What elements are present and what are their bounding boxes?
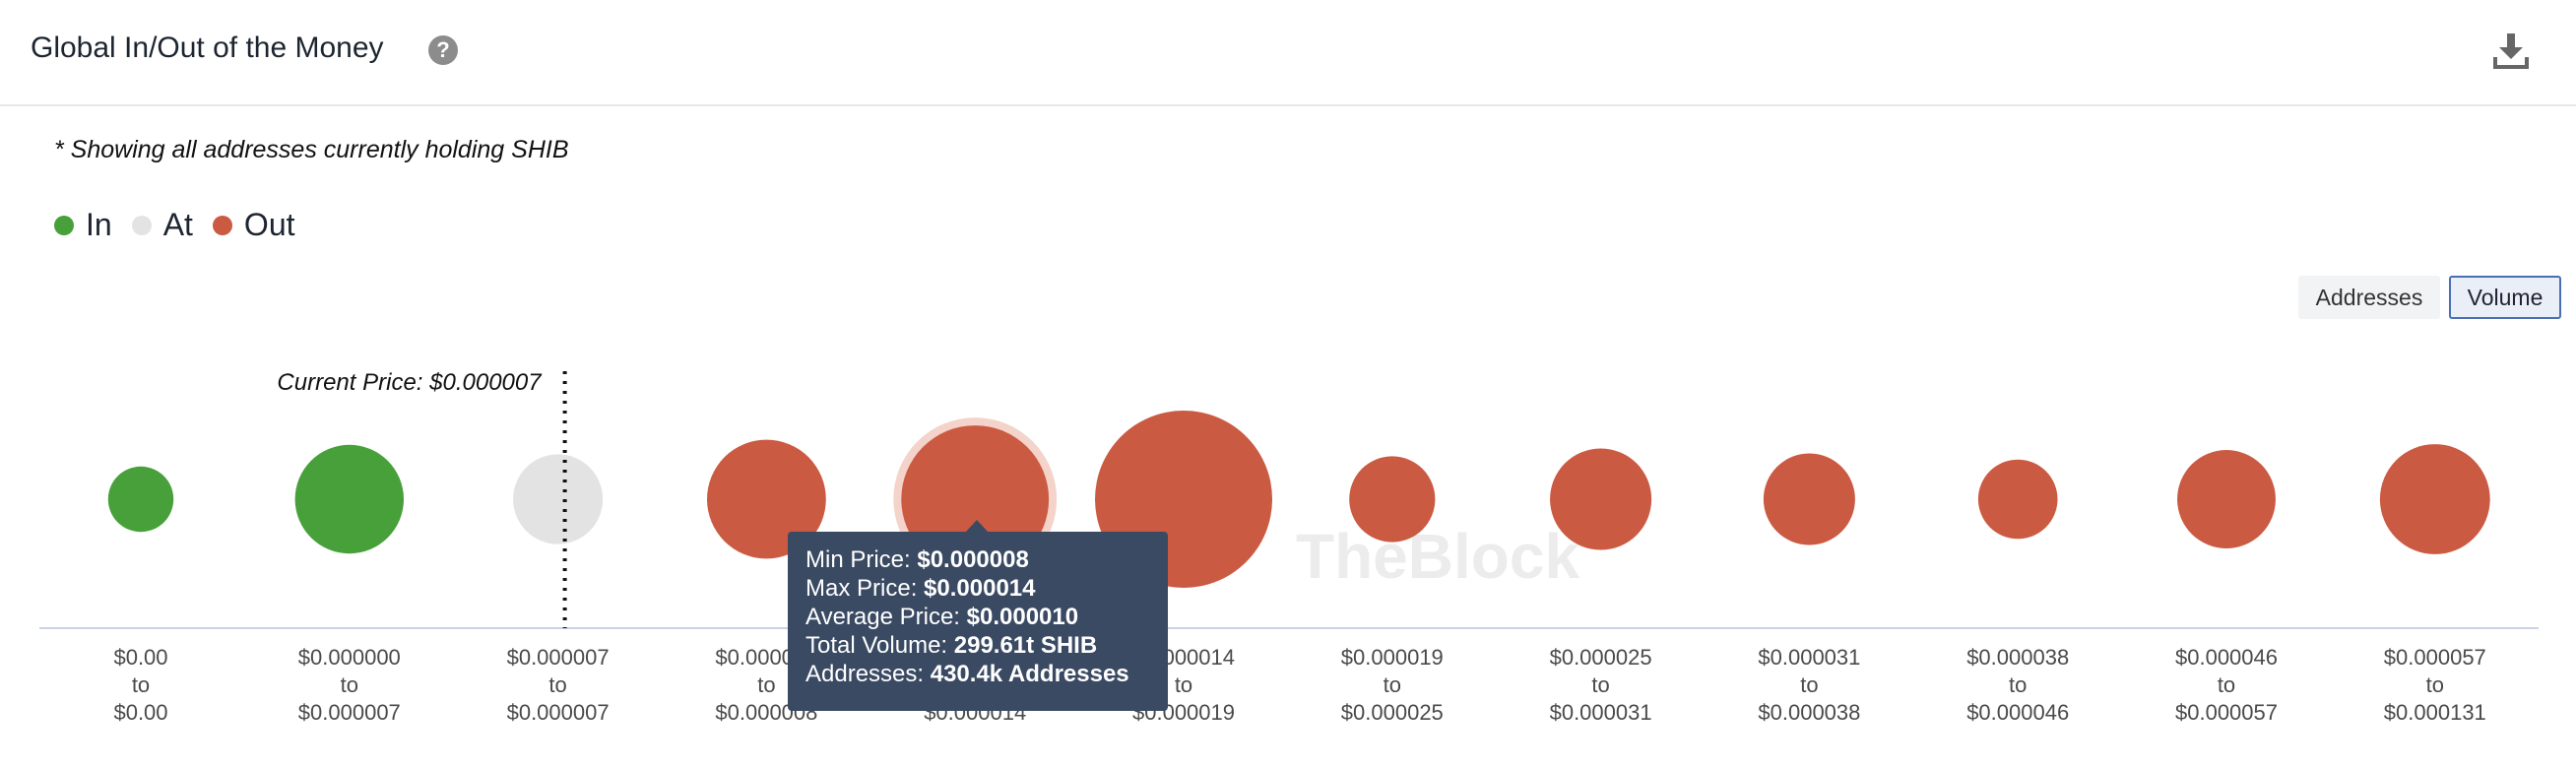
tick-label-1-sep: to (132, 672, 150, 697)
tick-label-7-from: $0.000019 (1341, 645, 1444, 670)
tooltip-row-value: $0.000008 (917, 546, 1029, 573)
tick-label-2-sep: to (341, 672, 358, 697)
tick-label-4-sep: to (757, 672, 775, 697)
tick-label-8-sep: to (1591, 672, 1609, 697)
tick-label-9-sep: to (1800, 672, 1818, 697)
tooltip-row-label: Average Price: (805, 604, 967, 630)
holding-note: * Showing all addresses currently holdin… (54, 136, 569, 163)
page-title: Global In/Out of the Money (31, 32, 384, 64)
tick-label-11-sep: to (2218, 672, 2235, 697)
tooltip-row: Total Volume: 299.61t SHIB (805, 631, 1168, 660)
bubble-7[interactable] (1349, 456, 1436, 543)
legend-in-label: In (86, 207, 112, 242)
tick-label-1-to: $0.00 (113, 700, 167, 725)
tick-label-10-sep: to (2009, 672, 2027, 697)
bubble-12[interactable] (2379, 444, 2490, 554)
bubble-11[interactable] (2177, 450, 2276, 548)
volume-toggle-button[interactable]: Volume (2449, 276, 2561, 319)
tick-label-12-sep: to (2426, 672, 2444, 697)
tick-label-10-from: $0.000038 (1966, 645, 2069, 670)
addresses-toggle-button[interactable]: Addresses (2298, 276, 2440, 319)
current-price-label: Current Price: $0.000007 (277, 369, 543, 396)
legend: In At Out (54, 207, 315, 243)
tick-label-6-sep: to (1175, 672, 1192, 697)
tooltip-row: Average Price: $0.000010 (805, 603, 1168, 631)
legend-item-out[interactable]: Out (212, 207, 295, 243)
tick-label-11-to: $0.000057 (2175, 700, 2278, 725)
legend-at-dot (131, 215, 152, 235)
download-icon[interactable] (2493, 32, 2529, 71)
tick-label-7-to: $0.000025 (1341, 700, 1444, 725)
legend-item-at[interactable]: At (131, 207, 193, 243)
tooltip-row-value: 299.61t SHIB (953, 632, 1098, 659)
tick-label-7-sep: to (1384, 672, 1401, 697)
bubble-10[interactable] (1977, 459, 2058, 540)
tooltip-row: Max Price: $0.000014 (805, 574, 1168, 603)
tick-label-11-from: $0.000046 (2175, 645, 2278, 670)
legend-item-in[interactable]: In (54, 207, 112, 243)
tooltip-row-label: Addresses: (805, 661, 931, 687)
tick-label-3-to: $0.000007 (507, 700, 610, 725)
tick-label-3-sep: to (548, 672, 566, 697)
tooltip-row-value: 430.4k Addresses (930, 661, 1129, 687)
tick-label-1-from: $0.00 (113, 645, 167, 670)
tick-label-12-from: $0.000057 (2384, 645, 2486, 670)
bubble-4[interactable] (707, 439, 826, 559)
tick-label-9-from: $0.000031 (1758, 645, 1860, 670)
legend-out-label: Out (243, 207, 295, 242)
tooltip-row: Min Price: $0.000008 (805, 545, 1168, 574)
bubble-8[interactable] (1550, 448, 1652, 550)
bubble-1[interactable] (107, 466, 174, 533)
tooltip-row-value: $0.000014 (924, 575, 1036, 602)
tick-label-2-from: $0.000000 (298, 645, 401, 670)
bubble-tooltip: Min Price: $0.000008 Max Price: $0.000014… (788, 532, 1168, 711)
tick-label-9-to: $0.000038 (1758, 700, 1860, 725)
legend-at-label: At (162, 207, 193, 242)
bubble-2[interactable] (294, 444, 405, 554)
bubble-9[interactable] (1763, 453, 1855, 545)
tooltip-row-label: Min Price: (805, 546, 918, 573)
tooltip-row-value: $0.000010 (966, 604, 1079, 630)
chart-header: Global In/Out of the Money ? (0, 0, 2576, 106)
question-circle-icon[interactable]: ? (428, 35, 458, 65)
tick-label-12-to: $0.000131 (2384, 700, 2486, 725)
tooltip-row: Addresses: 430.4k Addresses (805, 660, 1168, 688)
tooltip-row-label: Max Price: (805, 575, 925, 602)
bubble-chart: TheBlock$0.00to$0.00$0.000000to$0.000007… (39, 369, 2539, 725)
tick-label-10-to: $0.000046 (1966, 700, 2069, 725)
legend-in-dot (54, 215, 74, 235)
tooltip-arrow (965, 520, 989, 533)
watermark-text: TheBlock (1296, 521, 1579, 592)
legend-out-dot (212, 215, 232, 235)
tooltip-row-label: Total Volume: (805, 632, 954, 659)
tick-label-3-from: $0.000007 (507, 645, 610, 670)
tick-label-2-to: $0.000007 (298, 700, 401, 725)
bubble-3[interactable] (513, 454, 604, 544)
tick-label-8-to: $0.000031 (1550, 700, 1652, 725)
tick-label-8-from: $0.000025 (1550, 645, 1652, 670)
